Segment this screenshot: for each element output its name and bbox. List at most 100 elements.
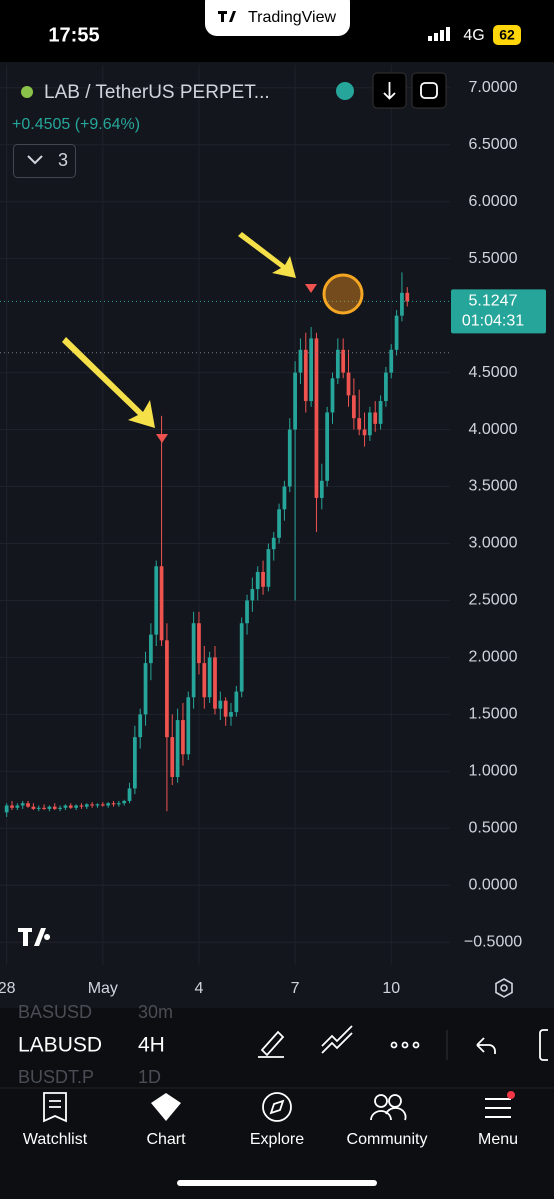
candle-body bbox=[325, 412, 330, 481]
y-tick-label: 4.5000 bbox=[469, 364, 518, 381]
price-tag bbox=[451, 289, 546, 334]
symbol-option[interactable]: BUSDT.P bbox=[18, 1067, 94, 1087]
candle-body bbox=[154, 566, 159, 635]
x-tick-label: 10 bbox=[382, 980, 400, 997]
candle-body bbox=[63, 805, 68, 808]
candle-body bbox=[58, 807, 62, 809]
more-button[interactable] bbox=[390, 1041, 420, 1049]
candle-body bbox=[335, 349, 340, 379]
y-tick-label: 1.0000 bbox=[469, 763, 518, 780]
candle-body bbox=[330, 378, 335, 413]
candle-body bbox=[47, 806, 52, 809]
countdown: 01:04:31 bbox=[462, 313, 524, 330]
arrow-annotation bbox=[238, 232, 296, 278]
battery bbox=[493, 25, 521, 45]
candle-body bbox=[223, 700, 228, 717]
candle-body bbox=[68, 805, 73, 808]
y-tick-label: 1.5000 bbox=[469, 706, 518, 723]
candle-body bbox=[255, 571, 260, 590]
candle-body bbox=[229, 712, 233, 717]
y-tick-label: 5.5000 bbox=[469, 250, 518, 267]
candle-body bbox=[282, 486, 287, 510]
candle-body bbox=[287, 429, 292, 487]
compass-needle bbox=[269, 1099, 285, 1115]
signal-icon bbox=[428, 27, 450, 41]
draw-tool[interactable] bbox=[258, 1030, 285, 1058]
change: +0.4505 (+9.64%) bbox=[12, 116, 140, 133]
menu-icon[interactable] bbox=[485, 1098, 511, 1118]
trend-tool[interactable] bbox=[321, 1025, 353, 1054]
candle-body bbox=[271, 537, 276, 550]
candle-body bbox=[36, 807, 41, 809]
candle-body bbox=[84, 804, 89, 807]
candle-body bbox=[309, 338, 313, 402]
interval-option[interactable]: 30m bbox=[138, 1002, 173, 1022]
highlight-circle bbox=[322, 273, 364, 315]
plot bbox=[0, 65, 450, 965]
candle-body bbox=[202, 663, 207, 698]
symbol-selected[interactable]: LABUSD bbox=[18, 1034, 102, 1057]
fullscreen-icon bbox=[420, 82, 438, 99]
community-icon[interactable] bbox=[370, 1094, 407, 1121]
symbol[interactable]: LAB / TetherUS PERPET... bbox=[44, 82, 270, 103]
candle-body bbox=[74, 805, 78, 808]
settings-icon[interactable] bbox=[495, 978, 513, 998]
home-indicator bbox=[177, 1180, 377, 1186]
candle-body bbox=[277, 509, 281, 538]
nav-label[interactable]: Watchlist bbox=[23, 1131, 88, 1148]
candle-body bbox=[384, 372, 388, 402]
candle-body bbox=[239, 623, 244, 692]
fullscreen-button[interactable] bbox=[411, 72, 447, 109]
y-tick-label: 2.0000 bbox=[469, 649, 518, 666]
x-tick-label: 7 bbox=[291, 980, 300, 997]
nav-label[interactable]: Community bbox=[347, 1131, 428, 1148]
candle-body bbox=[127, 788, 132, 801]
candle-body bbox=[357, 418, 362, 430]
candle-body bbox=[170, 737, 175, 778]
watchlist-icon[interactable] bbox=[43, 1092, 67, 1123]
y-tick-label: 3.5000 bbox=[469, 478, 518, 495]
candle-body bbox=[319, 480, 324, 498]
y-tick-label: 2.5000 bbox=[469, 592, 518, 609]
nav-label[interactable]: Explore bbox=[250, 1131, 304, 1148]
candle-body bbox=[138, 714, 143, 738]
candle-body bbox=[293, 372, 297, 430]
candle-body bbox=[143, 663, 148, 715]
candle-body bbox=[165, 640, 169, 738]
x-tick-label: May bbox=[88, 980, 118, 997]
x-tick-label: 28 bbox=[0, 980, 16, 997]
candle-body bbox=[111, 803, 116, 805]
candle-body bbox=[79, 805, 84, 807]
candle-body bbox=[213, 657, 217, 709]
candle-body bbox=[373, 412, 378, 424]
candle-body bbox=[346, 372, 351, 396]
indicators-toggle[interactable] bbox=[13, 144, 76, 178]
nav-label[interactable]: Chart bbox=[146, 1131, 186, 1148]
candle-body bbox=[26, 803, 30, 807]
candle-body bbox=[378, 401, 383, 424]
symbol-option[interactable]: BASUSD bbox=[18, 1002, 92, 1022]
candle-body bbox=[351, 395, 356, 419]
candle-body bbox=[400, 292, 404, 316]
y-tick-label: 6.5000 bbox=[469, 136, 518, 153]
candle-body bbox=[266, 549, 271, 587]
y-tick-label: 0.5000 bbox=[469, 820, 518, 837]
interval-selected[interactable]: 4H bbox=[138, 1034, 165, 1057]
chart-icon[interactable] bbox=[151, 1093, 181, 1121]
more-tools[interactable] bbox=[539, 1029, 548, 1061]
candle-body bbox=[245, 600, 249, 624]
candle-body bbox=[250, 589, 255, 601]
candle-body bbox=[42, 807, 46, 809]
explore-icon[interactable] bbox=[262, 1092, 292, 1122]
interval-option[interactable]: 1D bbox=[138, 1067, 161, 1087]
chart-bg bbox=[0, 62, 554, 1008]
candle-body bbox=[181, 720, 185, 755]
undo-button[interactable] bbox=[476, 1037, 496, 1054]
candle-body bbox=[100, 804, 105, 806]
arrow-icon bbox=[383, 82, 396, 100]
candle-body bbox=[186, 697, 191, 755]
network: 4G bbox=[463, 27, 484, 44]
nav-label[interactable]: Menu bbox=[478, 1131, 518, 1148]
chevron bbox=[27, 155, 43, 165]
